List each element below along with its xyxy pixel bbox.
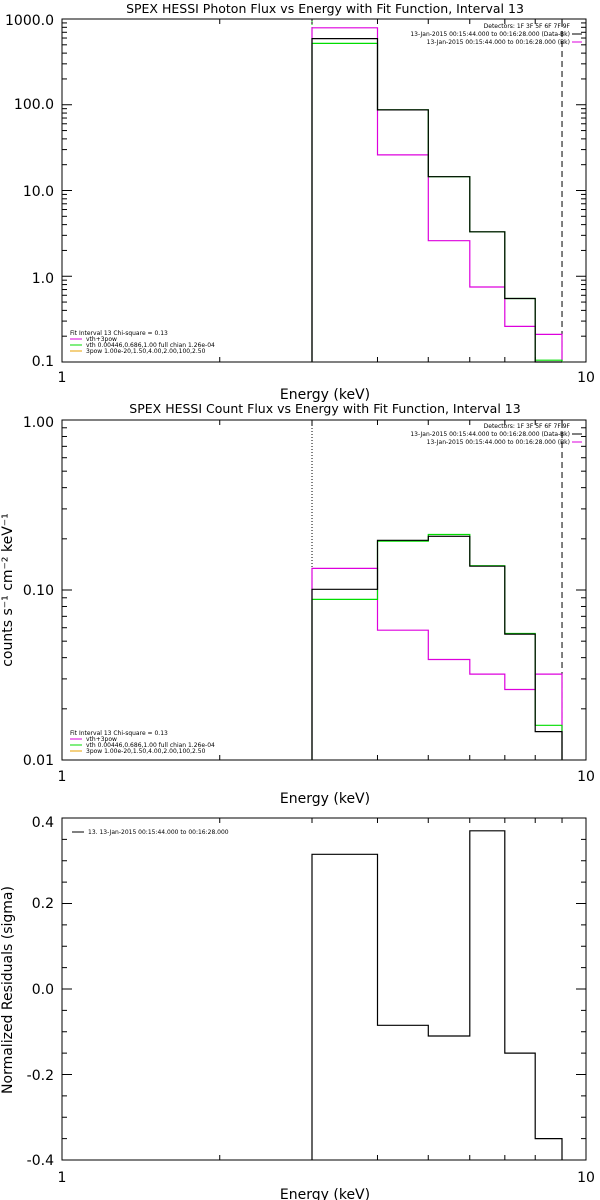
panel-3-ytick-0.2: 0.2 <box>32 896 54 912</box>
panel-1-xtick-1: 1 <box>58 370 67 386</box>
panel-1-legend-vth: vth 0.00446,0.686,1.00 full chian 1.26e-… <box>86 342 215 349</box>
panel-1-xtick-10: 10 <box>577 370 595 386</box>
panel-2-legend-fit-interval: Fit Interval 13 Chi-square = 0.13 <box>70 730 168 737</box>
panel-2-legend-detectors: Detectors: 1F 3F 5F 6F 7F 9F <box>484 423 571 430</box>
panel-1-plot <box>61 18 587 363</box>
panel-1-ytick-1.0: 1.0 <box>32 271 54 287</box>
panel-1-series-data <box>311 38 562 363</box>
panel-2-legend-vth3pow: vth+3pow <box>86 736 117 743</box>
panel-3-plot <box>61 817 587 1161</box>
panel-1-legend-fit-interval: Fit Interval 13 Chi-square = 0.13 <box>70 330 168 337</box>
panel-3-xtick-10: 10 <box>577 1170 595 1186</box>
panel-2-xtick-1: 1 <box>58 769 67 785</box>
panel-1-legend-vth3pow: vth+3pow <box>86 336 117 343</box>
panel-1-title: SPEX HESSI Photon Flux vs Energy with Fi… <box>126 1 524 16</box>
panel-2-title: SPEX HESSI Count Flux vs Energy with Fit… <box>129 401 520 416</box>
panel-3-ytick-0.0: 0.0 <box>32 982 54 998</box>
photon-flux-panel: SPEX HESSI Photon Flux vs Energy with Fi… <box>5 1 595 403</box>
count-flux-panel: SPEX HESSI Count Flux vs Energy with Fit… <box>0 401 595 807</box>
panel-2-plot <box>61 419 587 761</box>
panel-1-legend-bk: 13-Jan-2015 00:15:44.000 to 00:16:28.000… <box>427 39 570 46</box>
panel-2-xtick-10: 10 <box>577 769 595 785</box>
panel-1-ytick-1000.0: 1000.0 <box>5 13 54 29</box>
residuals-panel: 1 10 -0.4 -0.2 0.0 0.2 0.4 Energy (keV) … <box>0 815 595 1200</box>
panel-2-series-data <box>311 535 563 760</box>
panel-1-legend-detectors: Detectors: 1F 3F 5F 6F 7F 9F <box>484 23 571 30</box>
panel-2-legend-vth: vth 0.00446,0.686,1.00 full chian 1.26e-… <box>86 742 215 749</box>
panel-2-ylabel: counts s⁻¹ cm⁻² keV⁻¹ <box>0 513 16 667</box>
panel-1-ytick-10.0: 10.0 <box>23 184 54 200</box>
panel-2-ytick-0.01: 0.01 <box>23 753 54 769</box>
panel-2-legend-data-bk: 13-Jan-2015 00:15:44.000 to 00:16:28.000… <box>410 431 570 438</box>
panel-3-legend-interval: 13. 13-Jan-2015 00:15:44.000 to 00:16:28… <box>88 829 229 836</box>
panel-2-ytick-1.00: 1.00 <box>23 415 54 431</box>
panel-3-ytick-0.4: 0.4 <box>32 815 54 831</box>
panel-2-legend-3pow: 3pow 1.00e-20,1.50,4.00,2.00,100,2.50 <box>86 748 206 755</box>
panel-3-frame <box>61 817 587 1161</box>
panel-3-ytick-m0.4: -0.4 <box>27 1153 54 1169</box>
panel-2-series-bk <box>311 567 563 760</box>
panel-1-ytick-100.0: 100.0 <box>14 97 54 113</box>
panel-1-ytick-0.1: 0.1 <box>32 354 54 370</box>
panel-3-xlabel: Energy (keV) <box>280 1187 370 1200</box>
panel-1-series-vth-3pow <box>311 42 563 362</box>
panel-1-legend-3pow: 3pow 1.00e-20,1.50,4.00,2.00,100,2.50 <box>86 348 206 355</box>
panel-1-frame <box>61 18 587 363</box>
panel-3-ytick-m0.2: -0.2 <box>27 1068 54 1084</box>
panel-2-ytick-0.10: 0.10 <box>23 583 54 599</box>
panel-3-xtick-1: 1 <box>58 1170 67 1186</box>
panel-3-ylabel: Normalized Residuals (sigma) <box>0 886 16 1094</box>
panel-2-frame <box>61 419 587 761</box>
panel-1-xlabel: Energy (keV) <box>280 387 370 403</box>
panel-1-legend-data-bk: 13-Jan-2015 00:15:44.000 to 00:16:28.000… <box>410 31 570 38</box>
panel-2-legend-bk: 13-Jan-2015 00:15:44.000 to 00:16:28.000… <box>427 439 570 446</box>
panel-3-series-residuals <box>311 830 563 1160</box>
panel-2-xlabel: Energy (keV) <box>280 791 370 807</box>
panel-1-series-bk <box>311 27 563 362</box>
